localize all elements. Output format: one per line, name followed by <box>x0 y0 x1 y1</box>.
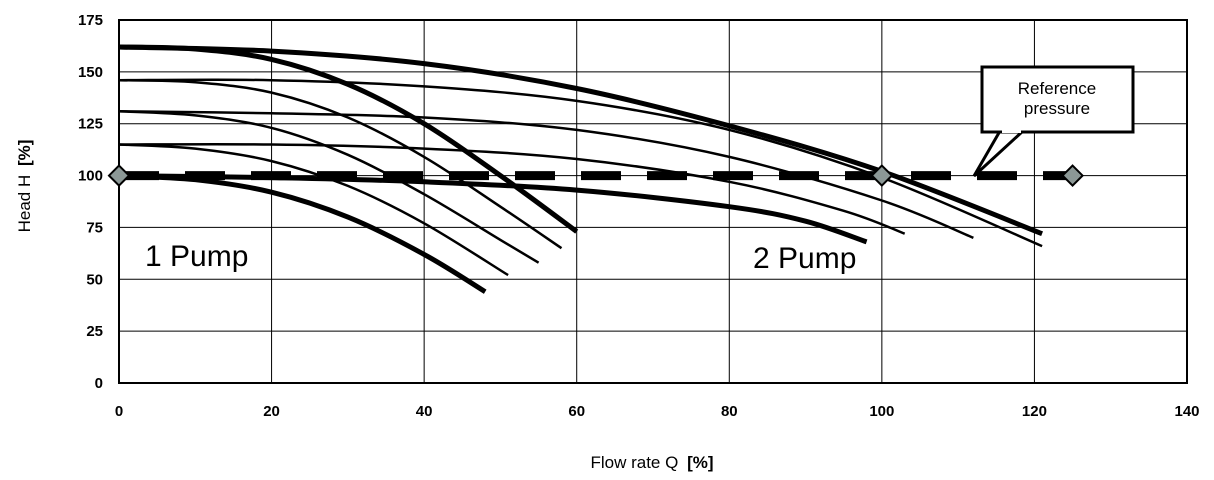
y-tick-label-0: 0 <box>95 375 103 392</box>
x-tick-label-140: 140 <box>1174 403 1199 420</box>
reference-marker-125 <box>1061 164 1084 187</box>
y-tick-label-175: 175 <box>78 12 103 29</box>
label-2-pump: 2 Pump <box>753 242 856 275</box>
callout-line-2: pressure <box>1024 99 1090 118</box>
reference-marker-0 <box>107 164 131 187</box>
curve-two-pump-9 <box>118 78 1043 248</box>
x-tick-label-120: 120 <box>1022 403 1047 420</box>
y-tick-label-150: 150 <box>78 64 103 81</box>
curve-two-pump-10 <box>118 44 1044 237</box>
x-axis-unit: [%] <box>687 453 713 472</box>
x-tick-label-80: 80 <box>721 403 738 420</box>
curve-two-pump-8 <box>118 110 974 239</box>
x-tick-label-0: 0 <box>115 403 123 420</box>
series-group <box>118 44 1044 294</box>
callout-pointer <box>972 129 1027 178</box>
y-tick-label-100: 100 <box>78 168 103 185</box>
y-axis-unit: [%] <box>15 140 34 166</box>
y-tick-label-50: 50 <box>86 271 103 288</box>
reference-pressure-group <box>107 164 1084 187</box>
y-axis-title-text: Head H <box>15 175 34 233</box>
callout-joint-cover <box>1002 128 1021 133</box>
plot-frame <box>118 19 1188 384</box>
y-tick-label-25: 25 <box>86 323 103 340</box>
callout-line-1: Reference <box>1018 79 1096 98</box>
reference-pressure-callout: Reference pressure <box>972 65 1135 178</box>
x-tick-label-100: 100 <box>869 403 894 420</box>
x-tick-label-40: 40 <box>416 403 433 420</box>
y-axis-title: Head H [%] <box>15 140 34 233</box>
tick-labels: 0 20 40 60 80 100 120 140 0 25 50 75 100 125 150 175 <box>78 12 1200 420</box>
curve-one-pump-1 <box>118 173 487 294</box>
label-1-pump: 1 Pump <box>145 240 248 273</box>
x-tick-label-20: 20 <box>263 403 280 420</box>
x-tick-label-60: 60 <box>568 403 585 420</box>
x-axis-title: Flow rate Q [%] <box>590 453 713 472</box>
reference-marker-100 <box>870 164 894 187</box>
y-tick-label-75: 75 <box>86 219 103 236</box>
y-tick-label-125: 125 <box>78 116 103 133</box>
callout-box <box>980 65 1135 134</box>
curve-one-pump-3 <box>118 110 540 264</box>
curve-one-pump-4 <box>118 78 563 250</box>
curve-two-pump-7 <box>118 142 906 235</box>
x-axis-title-text: Flow rate Q <box>590 453 678 472</box>
